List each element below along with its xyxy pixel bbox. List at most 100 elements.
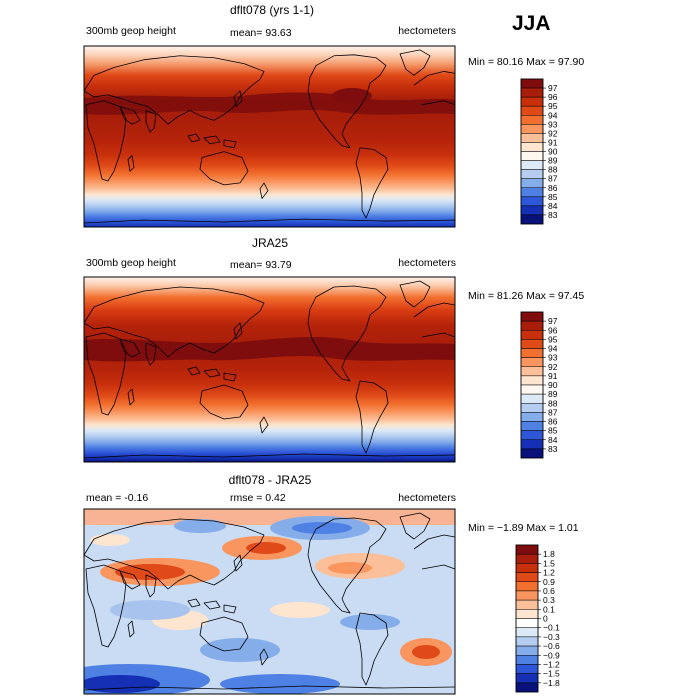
colorbar-tick-label: 86 [548, 417, 558, 427]
colorbar-swatch [520, 320, 544, 331]
panel-title: dflt078 (yrs 1-1) [230, 3, 314, 17]
panel-reference: JRA25 300mb geop height mean= 93.79 hect… [83, 236, 584, 463]
colorbar-tick-label: 83 [548, 444, 558, 454]
map-frame [83, 276, 456, 463]
colorbar-tick-label: 0.1 [543, 604, 555, 614]
mean-label: mean= 93.63 [230, 27, 292, 39]
colorbar-swatch [520, 187, 544, 198]
colorbar-swatch [520, 96, 544, 107]
mean-label: mean= 93.79 [230, 259, 292, 271]
panel-title: dflt078 - JRA25 [229, 473, 312, 487]
colorbar-swatch [520, 115, 544, 125]
colorbar-tick-label: 86 [548, 183, 558, 193]
colorbar-swatch [520, 330, 544, 340]
colorbar-swatch [520, 421, 544, 431]
colorbar-tick-label: 84 [548, 435, 558, 445]
colorbar-swatch [520, 178, 544, 188]
colorbar-swatch [520, 375, 544, 386]
colorbar-tick-label: 96 [548, 325, 558, 335]
colorbar-tick-label: 95 [548, 101, 558, 111]
colorbar-tick-label: −1.8 [543, 678, 560, 688]
map-field [84, 509, 455, 694]
colorbar-tick-label: 1.2 [543, 568, 555, 578]
colorbar-swatch [515, 599, 539, 610]
colorbar-tick-label: 90 [548, 147, 558, 157]
colorbar-tick-label: 94 [548, 344, 558, 354]
colorbar-swatch [515, 627, 539, 638]
colorbar-tick-label: 0 [543, 614, 548, 624]
colorbar-swatch [520, 393, 544, 404]
colorbar-swatch [520, 124, 544, 134]
map-frame [83, 45, 456, 228]
map-field [84, 277, 455, 462]
colorbar-tick-label: 97 [548, 83, 558, 93]
colorbar-swatch [515, 645, 539, 656]
colorbar: 1.81.51.20.90.60.30.10−0.1−0.3−0.6−0.9−1… [515, 544, 560, 693]
colorbar-swatch [515, 618, 539, 628]
colorbar-tick-label: 85 [548, 426, 558, 436]
colorbar-tick-label: 1.8 [543, 549, 555, 559]
min-max-label: Min = −1.89 Max = 1.01 [468, 522, 579, 534]
colorbar-swatch [520, 169, 544, 179]
colorbar-tick-label: 83 [548, 210, 558, 220]
mean-label: mean = -0.16 [86, 492, 148, 504]
colorbar-tick-label: 85 [548, 192, 558, 202]
map-field [84, 46, 455, 227]
colorbar-swatch [520, 339, 544, 349]
colorbar-tick-label: 91 [548, 137, 558, 147]
colorbar-swatch [515, 563, 539, 573]
colorbar-tick-label: 0.9 [543, 577, 555, 587]
colorbar-tick-label: 89 [548, 156, 558, 166]
colorbar-tick-label: 97 [548, 316, 558, 326]
colorbar-swatch [520, 142, 544, 152]
colorbar-tick-label: 93 [548, 119, 558, 129]
colorbar-tick-label: 0.3 [543, 595, 555, 605]
colorbar-swatch [520, 430, 544, 440]
colorbar-swatch [520, 205, 544, 216]
variable-label: 300mb geop height [86, 257, 176, 269]
colorbar-swatch [515, 581, 539, 592]
colorbar-tick-label: 88 [548, 165, 558, 175]
colorbar-swatch [520, 384, 544, 395]
colorbar-swatch [520, 133, 544, 143]
colorbar-tick-label: 84 [548, 201, 558, 211]
colorbar-tick-label: −0.3 [543, 632, 560, 642]
colorbar-swatch [520, 311, 544, 322]
colorbar-swatch [520, 105, 544, 116]
colorbar-tick-label: 88 [548, 398, 558, 408]
colorbar-swatch [515, 636, 539, 647]
colorbar-swatch [515, 655, 539, 665]
season-label: JJA [512, 12, 551, 35]
colorbar-tick-label: −0.1 [543, 623, 560, 633]
min-max-label: Min = 81.26 Max = 97.45 [468, 290, 584, 302]
colorbar-swatch [520, 151, 544, 161]
panel-model: dflt078 (yrs 1-1) 300mb geop height mean… [83, 3, 584, 228]
colorbar-tick-label: 92 [548, 362, 558, 372]
colorbar-swatch [520, 366, 544, 377]
colorbar-tick-label: −1.5 [543, 669, 560, 679]
colorbar-swatch [520, 412, 544, 422]
colorbar-tick-label: 95 [548, 334, 558, 344]
colorbar-swatch [515, 673, 539, 684]
units-label: hectometers [398, 492, 456, 504]
colorbar-tick-label: −0.9 [543, 650, 560, 660]
colorbar-swatch [520, 87, 544, 98]
colorbar-swatch [520, 439, 544, 450]
colorbar-swatch [515, 682, 539, 693]
colorbar-tick-label: 91 [548, 371, 558, 381]
colorbar-tick-label: 1.5 [543, 558, 555, 568]
colorbar-swatch [520, 357, 544, 367]
colorbar-tick-label: 90 [548, 380, 558, 390]
colorbar-tick-label: 93 [548, 353, 558, 363]
colorbar-swatch [515, 553, 539, 564]
min-max-label: Min = 80.16 Max = 97.90 [468, 56, 584, 68]
colorbar-swatch [515, 590, 539, 601]
colorbar-swatch [520, 214, 544, 225]
colorbar-swatch [520, 196, 544, 207]
map-frame [83, 508, 456, 695]
colorbar-tick-label: 87 [548, 407, 558, 417]
colorbar-swatch [515, 544, 539, 555]
